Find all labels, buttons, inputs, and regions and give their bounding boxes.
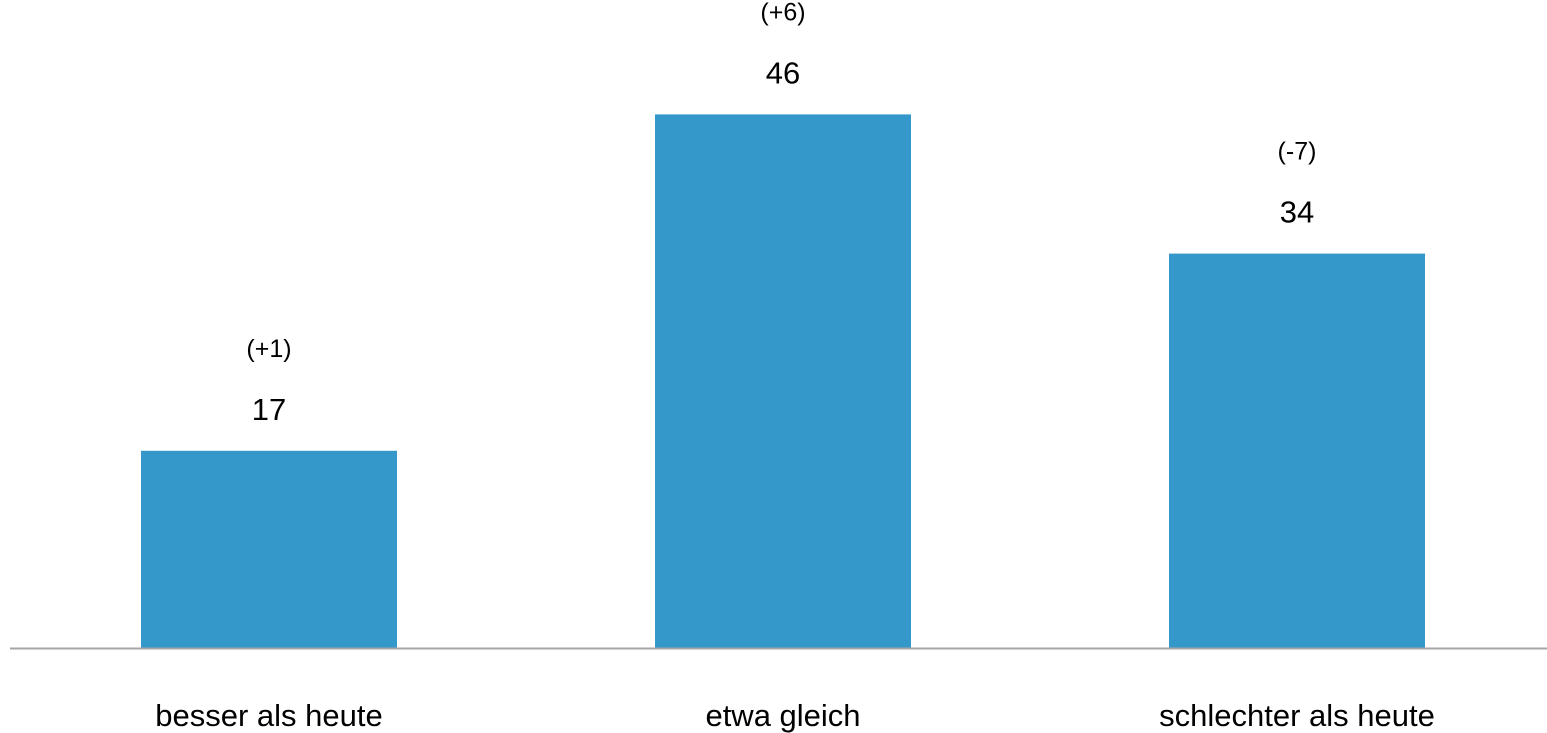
- change-label-schlechter-als-heute: (-7): [1278, 138, 1317, 166]
- category-label-schlechter-als-heute: schlechter als heute: [1159, 698, 1435, 733]
- change-label-etwa-gleich: (+6): [760, 0, 805, 26]
- category-label-besser-als-heute: besser als heute: [155, 698, 382, 733]
- bars-group: [141, 114, 1425, 648]
- category-labels-group: besser als heute etwa gleich schlechter al…: [155, 698, 1435, 733]
- value-label-schlechter-als-heute: 34: [1280, 195, 1314, 230]
- value-label-besser-als-heute: 17: [252, 392, 286, 427]
- category-label-etwa-gleich: etwa gleich: [705, 698, 860, 733]
- value-labels-group: 17 46 34: [252, 55, 1314, 426]
- value-label-etwa-gleich: 46: [766, 55, 800, 90]
- bar-etwa-gleich: [655, 114, 911, 648]
- change-label-besser-als-heute: (+1): [246, 335, 291, 363]
- bar-schlechter-als-heute: [1169, 253, 1425, 648]
- change-labels-group: (+1) (+6) (-7): [246, 0, 1316, 363]
- bar-besser-als-heute: [141, 450, 397, 648]
